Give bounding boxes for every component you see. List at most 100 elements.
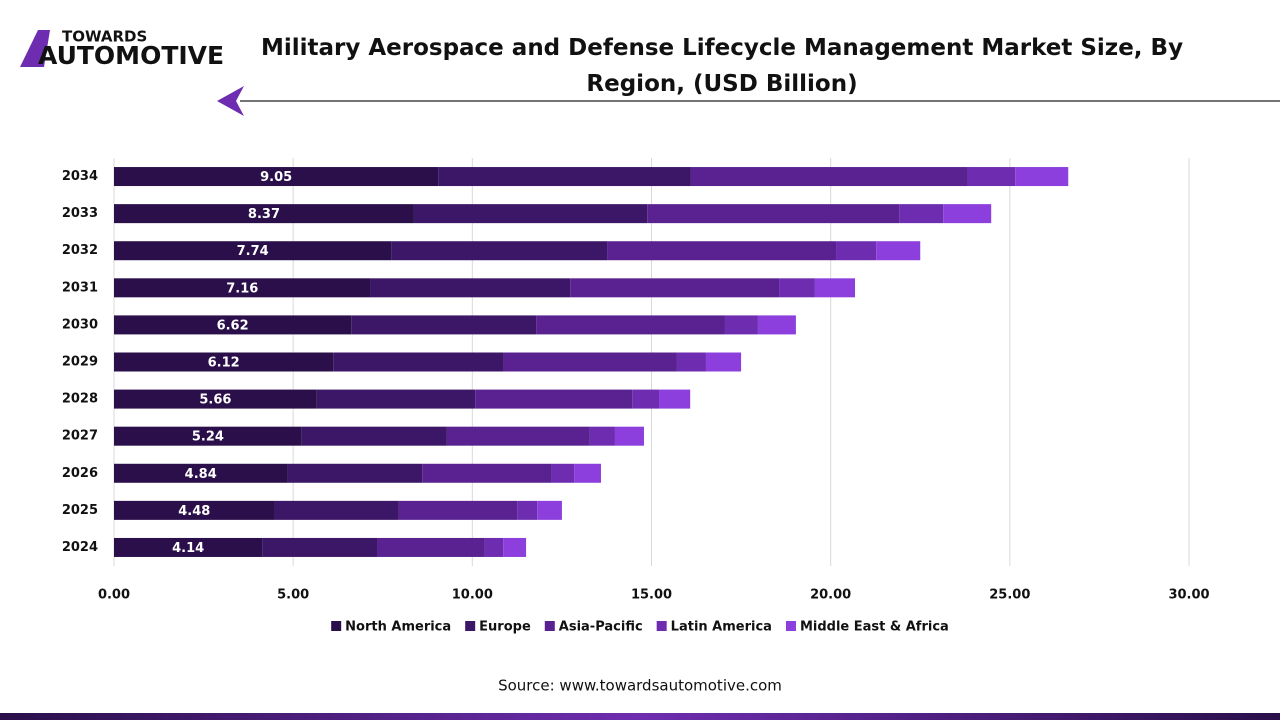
bar-segment [632,389,660,409]
chart-title: Military Aerospace and Defense Lifecycle… [260,35,1184,97]
bar-segment [475,389,633,409]
bar-segment [659,389,691,409]
bar-segment [607,241,837,261]
source: Source: www.towardsautomotive.com [498,677,782,695]
bottom-stripe [0,713,1280,720]
bar-segment [301,426,447,446]
bar-segment [114,278,371,298]
bar-segment [503,352,677,372]
bar-segment [1015,167,1069,187]
legend-swatch [331,621,342,631]
bar-segment [836,241,877,261]
bar-segment [333,352,504,372]
legend-swatch [544,621,555,631]
x-tick-label: 25.00 [989,588,1030,603]
x-tick-label: 15.00 [631,588,672,603]
bar-segment [114,204,414,224]
bar-segment [484,537,504,557]
bar-segment [614,426,644,446]
bar-segment [262,537,378,557]
bar-segment [589,426,615,446]
bar-segment [370,278,571,298]
y-tick-label: 2030 [62,317,98,332]
bar-segment [876,241,921,261]
data-label: 8.37 [248,207,280,222]
bar-segment [757,315,796,335]
data-label: 4.84 [185,467,217,482]
logo-mark [20,30,50,67]
legend-swatch [785,621,796,631]
bar-segment [574,463,601,483]
title-arrow [217,86,244,116]
bar-segment [536,315,725,335]
bar-segment [114,352,334,372]
legend-label: North America [345,620,451,635]
bar-segment [114,500,275,520]
data-label: 6.12 [208,356,240,371]
y-tick-label: 2026 [62,466,98,481]
bar-segment [724,315,758,335]
bar-segment [351,315,537,335]
bar-segment [114,463,288,483]
legend-label: Middle East & Africa [800,620,949,635]
data-label: 9.05 [260,170,292,185]
bar-segment [114,537,263,557]
legend-label: Asia-Pacific [559,620,643,635]
bar-segment [943,204,992,224]
bar-segment [551,463,575,483]
bar-segment [446,426,590,446]
y-tick-label: 2031 [62,280,98,295]
data-label: 5.66 [199,393,231,408]
y-tick-label: 2029 [62,355,98,370]
bar-segment [274,500,399,520]
bar-segment [377,537,485,557]
legend-label: Europe [479,620,531,635]
logo-line2: AUTOMOTIVE [38,41,224,70]
logo-line1: TOWARDS [62,28,147,46]
bar-segment [413,204,648,224]
bar-segment [517,500,538,520]
bar-segment [705,352,742,372]
x-tick-label: 20.00 [810,588,851,603]
y-tick-label: 2032 [62,243,98,258]
y-tick-label: 2034 [62,169,98,184]
bar-segment [647,204,900,224]
bar-segment [398,500,518,520]
bar-segment [287,463,423,483]
y-tick-label: 2024 [62,540,98,555]
bar-segment [114,167,439,187]
x-tick-label: 10.00 [452,588,493,603]
x-tick-label: 30.00 [1168,588,1209,603]
bar-segment [316,389,476,409]
data-label: 4.14 [172,541,204,556]
bar-segment [503,537,527,557]
data-label: 7.74 [237,244,269,259]
bar-segment [114,389,317,409]
legend-swatch [465,621,476,631]
data-label: 6.62 [217,318,249,333]
bar-segment [391,241,608,261]
x-tick-label: 0.00 [98,588,130,603]
bar-segment [570,278,780,298]
legend-swatch [656,621,667,631]
bar-segment [779,278,815,298]
y-tick-label: 2027 [62,429,98,444]
bar-segment [422,463,552,483]
bar-segment [114,426,302,446]
bar-segment [537,500,562,520]
bar-segment [814,278,856,298]
x-tick-label: 5.00 [277,588,309,603]
y-tick-label: 2033 [62,206,98,221]
y-tick-label: 2025 [62,503,98,518]
data-label: 7.16 [226,281,258,296]
data-label: 5.24 [192,430,224,445]
bar-segment [967,167,1016,187]
legend-label: Latin America [671,620,772,635]
y-tick-label: 2028 [62,392,98,407]
bar-segment [438,167,691,187]
bar-segment [690,167,968,187]
bar-segment [114,241,392,261]
bar-segment [114,315,352,335]
